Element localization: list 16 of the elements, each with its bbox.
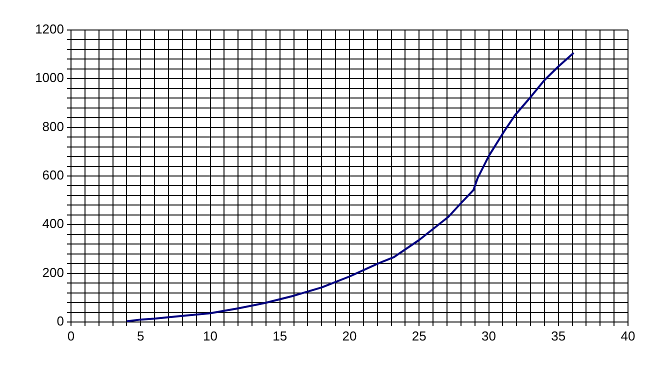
- x-tick-label: 5: [137, 328, 144, 344]
- y-tick-label: 200: [42, 264, 64, 280]
- y-tick-label: 0: [56, 314, 64, 329]
- y-tick-label: 600: [42, 168, 64, 183]
- x-tick-label: 30: [482, 328, 496, 344]
- x-tick-label: 15: [272, 328, 288, 344]
- x-tick-label: 10: [203, 328, 218, 344]
- x-tick-label: 0: [67, 328, 75, 344]
- x-tick-label: 40: [620, 328, 636, 344]
- y-tick-label: 400: [42, 216, 64, 232]
- x-tick-label: 20: [342, 328, 357, 344]
- y-tick-label: 1200: [35, 22, 64, 37]
- x-tick-label: 25: [412, 328, 426, 344]
- y-tick-label: 1000: [35, 70, 64, 86]
- x-tick-label: 35: [551, 328, 566, 344]
- y-tick-label: 800: [42, 118, 64, 134]
